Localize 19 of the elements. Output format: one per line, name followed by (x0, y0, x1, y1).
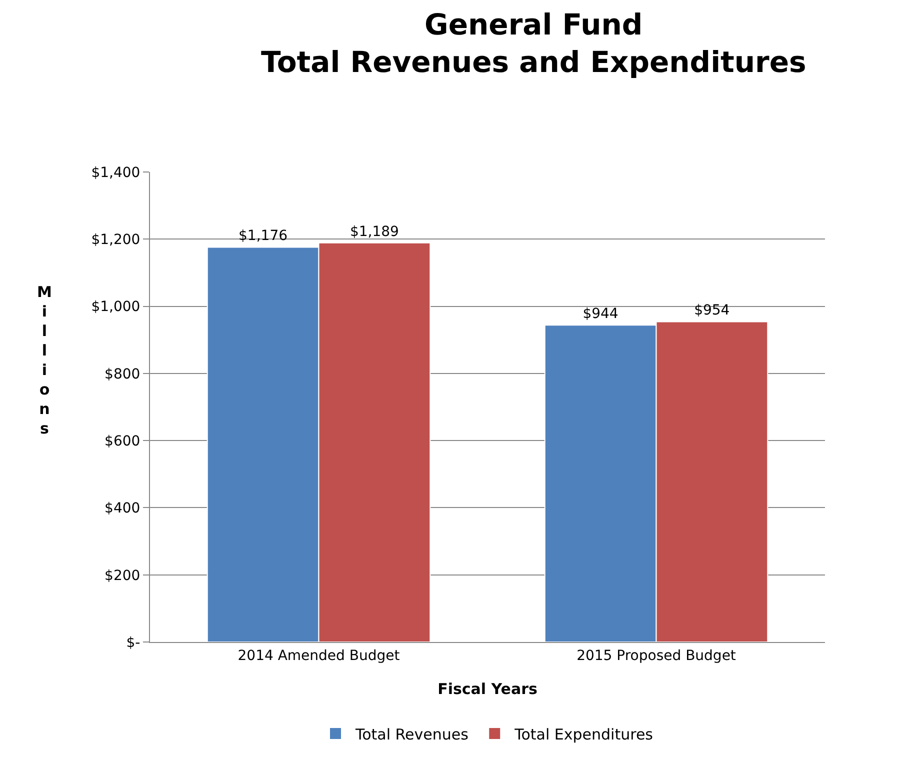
y-tick-label: $400 (104, 500, 140, 517)
data-label: $1,189 (350, 224, 399, 240)
y-tick-label: $1,000 (91, 299, 140, 316)
legend-label: Total Revenues (354, 725, 469, 744)
y-axis-title: Millions (37, 283, 52, 438)
y-tick-label: $600 (104, 433, 140, 450)
data-label: $1,176 (238, 228, 288, 244)
y-tick-label: $1,400 (91, 164, 140, 181)
x-tick-label: 2015 Proposed Budget (576, 648, 736, 664)
y-tick-label: $200 (104, 568, 140, 584)
data-label: $954 (694, 302, 730, 319)
x-axis-title: Fiscal Years (438, 680, 538, 698)
y-tick-label: $800 (104, 366, 140, 382)
chart-title: General Fund Total Revenues and Expenditures (260, 7, 806, 79)
legend-label: Total Expenditures (514, 725, 654, 744)
y-tick-label: $- (126, 634, 140, 651)
x-tick-label: 2014 Amended Budget (238, 648, 400, 664)
data-label: $944 (582, 306, 618, 322)
y-tick-label: $1,200 (91, 232, 140, 248)
